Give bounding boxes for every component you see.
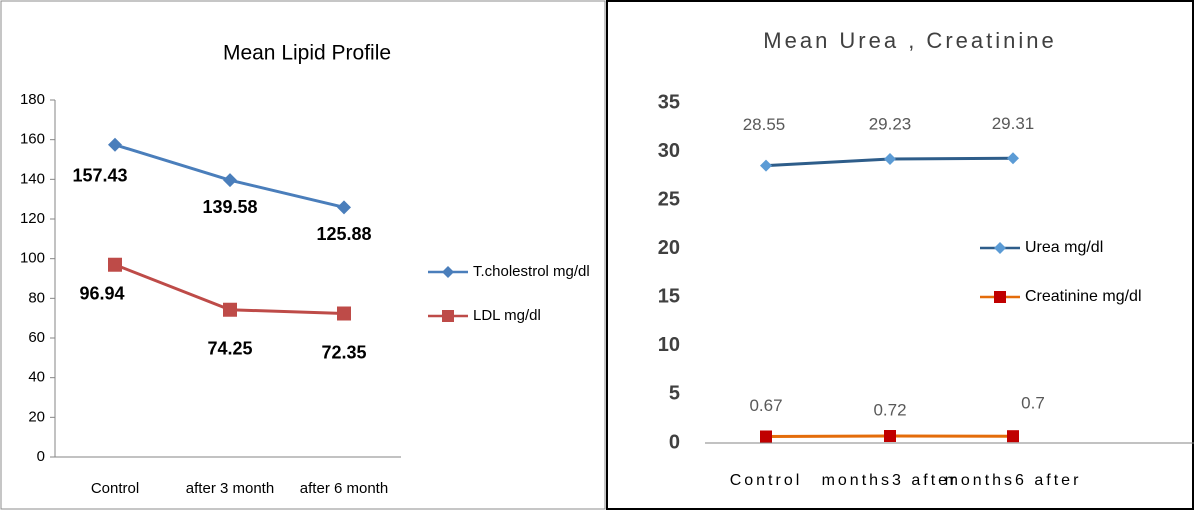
y-tick-label: 10 xyxy=(658,334,680,356)
legend-label: LDL mg/dl xyxy=(473,307,541,324)
data-label: 96.94 xyxy=(79,283,124,303)
marker xyxy=(337,306,351,321)
y-tick-label: 15 xyxy=(658,286,680,308)
chart-title: Mean Urea , Creatinine xyxy=(763,28,1056,53)
marker xyxy=(442,310,454,322)
y-tick-label: 140 xyxy=(20,170,45,187)
marker xyxy=(760,159,772,172)
y-tick-label: 30 xyxy=(658,140,680,162)
y-tick-label: 0 xyxy=(669,431,680,453)
data-label: 29.31 xyxy=(992,114,1035,133)
marker xyxy=(1007,152,1019,165)
data-label: 74.25 xyxy=(207,338,252,358)
legend-label: Creatinine mg/dl xyxy=(1025,288,1142,305)
y-tick-label: 25 xyxy=(658,188,680,210)
marker xyxy=(337,200,351,215)
data-label: 139.58 xyxy=(202,197,257,217)
right-panel xyxy=(606,0,1194,510)
marker xyxy=(223,173,237,188)
x-tick-label: Control xyxy=(91,480,139,497)
marker xyxy=(1007,430,1019,443)
y-tick-label: 35 xyxy=(658,91,680,113)
data-label: 0.67 xyxy=(749,396,782,415)
marker xyxy=(994,242,1006,254)
chart-title: Mean Lipid Profile xyxy=(223,42,391,65)
y-tick-label: 20 xyxy=(658,237,680,259)
y-tick-label: 60 xyxy=(28,329,45,346)
data-label: 0.72 xyxy=(873,400,906,419)
y-tick-label: 0 xyxy=(37,448,45,465)
y-tick-label: 160 xyxy=(20,131,45,148)
x-tick-label: after 6 month xyxy=(300,480,388,497)
x-tick-label: months6 after xyxy=(945,472,1082,489)
y-tick-label: 5 xyxy=(669,383,680,405)
data-label: 72.35 xyxy=(321,342,366,362)
y-tick-label: 80 xyxy=(28,289,45,306)
data-label: 29.23 xyxy=(869,115,912,134)
marker xyxy=(760,430,772,443)
marker xyxy=(108,137,122,152)
marker xyxy=(108,257,122,272)
marker xyxy=(884,153,896,166)
y-tick-label: 120 xyxy=(20,210,45,227)
data-label: 125.88 xyxy=(316,224,371,244)
data-label: 157.43 xyxy=(72,166,127,186)
y-tick-label: 20 xyxy=(28,408,45,425)
marker xyxy=(884,430,896,443)
marker xyxy=(442,266,454,278)
marker xyxy=(223,302,237,317)
data-label: 28.55 xyxy=(743,115,786,134)
x-tick-label: Control xyxy=(730,472,803,489)
legend-label: Urea mg/dl xyxy=(1025,239,1103,256)
y-tick-label: 100 xyxy=(20,250,45,267)
y-tick-label: 180 xyxy=(20,91,45,108)
x-tick-label: months3 after xyxy=(822,472,959,489)
x-tick-label: after 3 month xyxy=(186,480,274,497)
legend-label: T.cholestrol mg/dl xyxy=(473,263,590,280)
left-panel xyxy=(0,0,606,510)
data-label: 0.7 xyxy=(1021,394,1045,413)
marker xyxy=(994,291,1006,303)
y-tick-label: 40 xyxy=(28,369,45,386)
